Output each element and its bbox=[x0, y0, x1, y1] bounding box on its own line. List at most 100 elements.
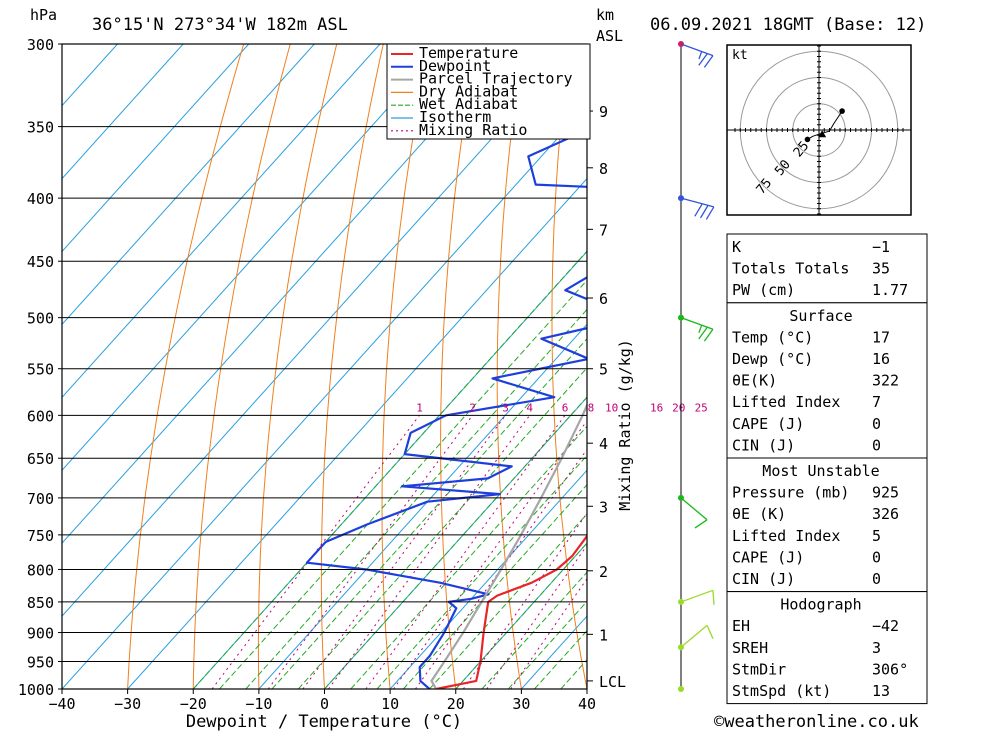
dry-adiabat-line bbox=[440, 44, 477, 689]
index-value: 326 bbox=[872, 505, 899, 523]
wind-barb-shaft bbox=[680, 497, 708, 521]
hodograph-unit-label: kt bbox=[732, 48, 748, 63]
isotherm-line bbox=[62, 44, 184, 180]
index-label: SREH bbox=[732, 639, 768, 657]
index-value: 13 bbox=[872, 682, 890, 700]
temperature-tick-label: −30 bbox=[114, 695, 141, 713]
isotherm-line bbox=[62, 44, 250, 253]
index-label: CIN (J) bbox=[732, 570, 795, 588]
most-unstable-indices-title: Most Unstable bbox=[762, 462, 879, 480]
legend-box bbox=[386, 43, 591, 140]
pressure-unit-label: hPa bbox=[30, 6, 57, 24]
mixing-ratio-line bbox=[510, 577, 587, 689]
index-value: 16 bbox=[872, 350, 890, 368]
storm-motion-marker bbox=[818, 130, 827, 138]
mixing-ratio-label: 2 bbox=[469, 401, 476, 414]
height-tick-label: 9 bbox=[599, 103, 608, 121]
wind-barb-feather bbox=[703, 328, 714, 342]
index-value: 5 bbox=[872, 527, 881, 545]
index-label: Lifted Index bbox=[732, 527, 840, 545]
pressure-tick-label: 650 bbox=[27, 450, 54, 468]
index-label: Pressure (mb) bbox=[732, 484, 849, 502]
wind-barb bbox=[678, 314, 714, 342]
legend-label: Mixing Ratio bbox=[419, 121, 527, 139]
index-label: θE (K) bbox=[732, 505, 786, 523]
legend-label: Dry Adiabat bbox=[419, 82, 518, 100]
wind-barb bbox=[678, 686, 684, 692]
dry-adiabat-line bbox=[257, 44, 338, 689]
mixing-ratio-line bbox=[267, 415, 474, 689]
hodograph-indices-title: Hodograph bbox=[780, 596, 861, 614]
surface-indices-box bbox=[726, 302, 928, 459]
location-title: 36°15'N 273°34'W 182m ASL bbox=[92, 15, 348, 35]
pressure-tick-label: 450 bbox=[27, 253, 54, 271]
index-value: 0 bbox=[872, 570, 881, 588]
index-value: −1 bbox=[872, 238, 890, 256]
isotherm-line bbox=[389, 469, 587, 689]
isotherm-line bbox=[62, 44, 578, 617]
pressure-tick-label: 1000 bbox=[18, 681, 54, 699]
index-value: 3 bbox=[872, 639, 881, 657]
isotherm-line bbox=[62, 44, 512, 544]
index-value: 925 bbox=[872, 484, 899, 502]
legend-label: Wet Adiabat bbox=[419, 95, 518, 113]
hodograph-trace bbox=[807, 110, 843, 140]
legend-label: Temperature bbox=[419, 44, 518, 62]
temperature-tick-label: 40 bbox=[578, 695, 596, 713]
isotherm-line bbox=[62, 44, 446, 471]
wind-barb-shaft bbox=[680, 589, 714, 603]
index-value: 1.77 bbox=[872, 281, 908, 299]
temperature-tick-label: −40 bbox=[48, 695, 75, 713]
wind-barb bbox=[678, 494, 708, 529]
wind-barb-shaft bbox=[680, 43, 714, 57]
general-indices-box bbox=[726, 233, 928, 304]
index-label: EH bbox=[732, 617, 750, 635]
index-label: Dewp (°C) bbox=[732, 350, 813, 368]
temperature-line bbox=[435, 534, 587, 689]
asl-unit-label: ASL bbox=[596, 27, 623, 45]
index-label: Totals Totals bbox=[732, 260, 849, 278]
wind-barb-shaft bbox=[680, 197, 715, 208]
index-label: θE(K) bbox=[732, 372, 777, 390]
temperature-tick-label: 30 bbox=[512, 695, 530, 713]
wind-barb bbox=[678, 624, 714, 651]
index-label: PW (cm) bbox=[732, 281, 795, 299]
index-value: 35 bbox=[872, 260, 890, 278]
mixing-ratio-axis-label: Mixing Ratio (g/kg) bbox=[616, 339, 634, 511]
index-label: CAPE (J) bbox=[732, 548, 804, 566]
legend-label: Dewpoint bbox=[419, 57, 491, 75]
pressure-tick-label: 800 bbox=[27, 561, 54, 579]
dry-adiabat-line bbox=[127, 44, 245, 689]
mixing-ratio-line bbox=[414, 448, 587, 689]
height-tick-label: 2 bbox=[599, 563, 608, 581]
wind-barb-feather bbox=[703, 55, 714, 68]
wind-barb bbox=[678, 589, 715, 605]
mixing-ratio-label: 20 bbox=[672, 401, 685, 414]
mixing-ratio-label: 6 bbox=[562, 401, 569, 414]
temperature-tick-label: 10 bbox=[381, 695, 399, 713]
wind-barb-shaft bbox=[680, 317, 714, 330]
index-value: 306° bbox=[872, 660, 908, 678]
dry-adiabat-line bbox=[192, 44, 291, 689]
index-value: 0 bbox=[872, 415, 881, 433]
dry-adiabat-line bbox=[942, 44, 1000, 689]
wind-barb-feather bbox=[712, 590, 715, 605]
wind-barb-feather bbox=[694, 203, 703, 217]
pressure-tick-label: 900 bbox=[27, 625, 54, 643]
isotherm-line bbox=[62, 44, 381, 399]
wind-barb-feather bbox=[705, 206, 715, 220]
x-axis-title: Dewpoint / Temperature (°C) bbox=[186, 712, 462, 732]
pressure-tick-label: 400 bbox=[27, 190, 54, 208]
height-tick-label: 4 bbox=[599, 435, 608, 453]
wind-barb-feather bbox=[694, 519, 708, 529]
hodograph-start-dot bbox=[804, 136, 811, 143]
index-value: −42 bbox=[872, 617, 899, 635]
credit-label: ©weatheronline.co.uk bbox=[714, 712, 919, 732]
pressure-tick-label: 500 bbox=[27, 310, 54, 328]
mixing-ratio-line bbox=[365, 415, 566, 689]
pressure-tick-label: 550 bbox=[27, 361, 54, 379]
hodograph-indices-box bbox=[726, 591, 928, 705]
